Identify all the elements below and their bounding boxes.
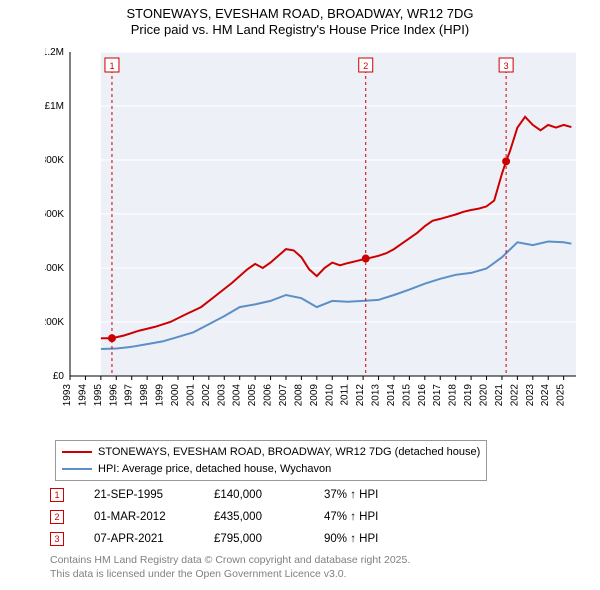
- title-block: STONEWAYS, EVESHAM ROAD, BROADWAY, WR12 …: [0, 0, 600, 39]
- svg-text:£800K: £800K: [45, 155, 64, 166]
- title-line-2: Price paid vs. HM Land Registry's House …: [0, 22, 600, 38]
- legend-item-hpi: HPI: Average price, detached house, Wych…: [62, 461, 480, 478]
- legend-label-hpi: HPI: Average price, detached house, Wych…: [98, 461, 331, 478]
- svg-text:1999: 1999: [155, 384, 166, 407]
- transaction-pct: 47% ↑ HPI: [324, 511, 414, 523]
- transaction-price: £795,000: [214, 533, 324, 545]
- transaction-pct: 90% ↑ HPI: [324, 533, 414, 545]
- svg-text:1: 1: [109, 61, 114, 71]
- transaction-marker: 3: [50, 532, 64, 546]
- attribution-line-1: Contains HM Land Registry data © Crown c…: [50, 554, 410, 568]
- transaction-date: 07-APR-2021: [94, 533, 214, 545]
- svg-text:1995: 1995: [93, 384, 104, 407]
- svg-text:2022: 2022: [509, 384, 520, 407]
- attribution: Contains HM Land Registry data © Crown c…: [50, 554, 410, 581]
- svg-text:2014: 2014: [386, 384, 397, 407]
- svg-text:£600K: £600K: [45, 209, 64, 220]
- svg-text:2016: 2016: [417, 384, 428, 407]
- svg-text:1993: 1993: [62, 384, 73, 407]
- legend-swatch-hpi: [62, 468, 92, 470]
- svg-text:1997: 1997: [124, 384, 135, 407]
- svg-text:£400K: £400K: [45, 263, 64, 274]
- title-line-1: STONEWAYS, EVESHAM ROAD, BROADWAY, WR12 …: [0, 6, 600, 22]
- svg-text:2023: 2023: [525, 384, 536, 407]
- svg-text:2013: 2013: [371, 384, 382, 407]
- svg-text:2020: 2020: [479, 384, 490, 407]
- legend-item-property: STONEWAYS, EVESHAM ROAD, BROADWAY, WR12 …: [62, 444, 480, 461]
- svg-text:2021: 2021: [494, 384, 505, 407]
- transaction-marker: 1: [50, 488, 64, 502]
- legend-swatch-property: [62, 451, 92, 453]
- transaction-row: 3 07-APR-2021 £795,000 90% ↑ HPI: [50, 528, 414, 550]
- legend-label-property: STONEWAYS, EVESHAM ROAD, BROADWAY, WR12 …: [98, 444, 480, 461]
- transaction-marker: 2: [50, 510, 64, 524]
- transaction-date: 21-SEP-1995: [94, 489, 214, 501]
- transaction-date: 01-MAR-2012: [94, 511, 214, 523]
- svg-text:2001: 2001: [185, 384, 196, 407]
- svg-text:2: 2: [363, 61, 368, 71]
- svg-text:2003: 2003: [216, 384, 227, 407]
- legend: STONEWAYS, EVESHAM ROAD, BROADWAY, WR12 …: [55, 440, 487, 481]
- svg-text:2025: 2025: [556, 384, 567, 407]
- svg-text:3: 3: [504, 61, 509, 71]
- svg-text:2015: 2015: [401, 384, 412, 407]
- svg-text:2008: 2008: [293, 384, 304, 407]
- svg-text:2007: 2007: [278, 384, 289, 407]
- svg-text:2011: 2011: [340, 384, 351, 406]
- chart-container: STONEWAYS, EVESHAM ROAD, BROADWAY, WR12 …: [0, 0, 600, 590]
- svg-text:2006: 2006: [263, 384, 274, 407]
- svg-text:2000: 2000: [170, 384, 181, 407]
- svg-text:£1.2M: £1.2M: [45, 48, 64, 58]
- svg-text:2005: 2005: [247, 384, 258, 407]
- svg-text:2024: 2024: [540, 384, 551, 407]
- svg-text:2012: 2012: [355, 384, 366, 407]
- transaction-price: £435,000: [214, 511, 324, 523]
- svg-text:2004: 2004: [232, 384, 243, 407]
- transaction-row: 1 21-SEP-1995 £140,000 37% ↑ HPI: [50, 484, 414, 506]
- transaction-price: £140,000: [214, 489, 324, 501]
- chart-svg: £0 £200K £400K £600K £800K £1M £1.2M 1993 1994 19…: [45, 48, 580, 418]
- svg-text:2018: 2018: [448, 384, 459, 407]
- price-chart: £0 £200K £400K £600K £800K £1M £1.2M 1993 1994 19…: [45, 48, 580, 418]
- transactions-table: 1 21-SEP-1995 £140,000 37% ↑ HPI 2 01-MA…: [50, 484, 414, 550]
- svg-text:1998: 1998: [139, 384, 150, 407]
- svg-text:£0: £0: [53, 371, 65, 382]
- svg-text:1996: 1996: [108, 384, 119, 407]
- transaction-row: 2 01-MAR-2012 £435,000 47% ↑ HPI: [50, 506, 414, 528]
- svg-text:2009: 2009: [309, 384, 320, 407]
- svg-text:1994: 1994: [77, 384, 88, 407]
- transaction-pct: 37% ↑ HPI: [324, 489, 414, 501]
- svg-text:2017: 2017: [432, 384, 443, 407]
- svg-text:2019: 2019: [463, 384, 474, 407]
- attribution-line-2: This data is licensed under the Open Gov…: [50, 568, 410, 582]
- svg-text:2002: 2002: [201, 384, 212, 407]
- svg-text:£1M: £1M: [45, 101, 64, 112]
- svg-text:£200K: £200K: [45, 317, 64, 328]
- svg-text:2010: 2010: [324, 384, 335, 407]
